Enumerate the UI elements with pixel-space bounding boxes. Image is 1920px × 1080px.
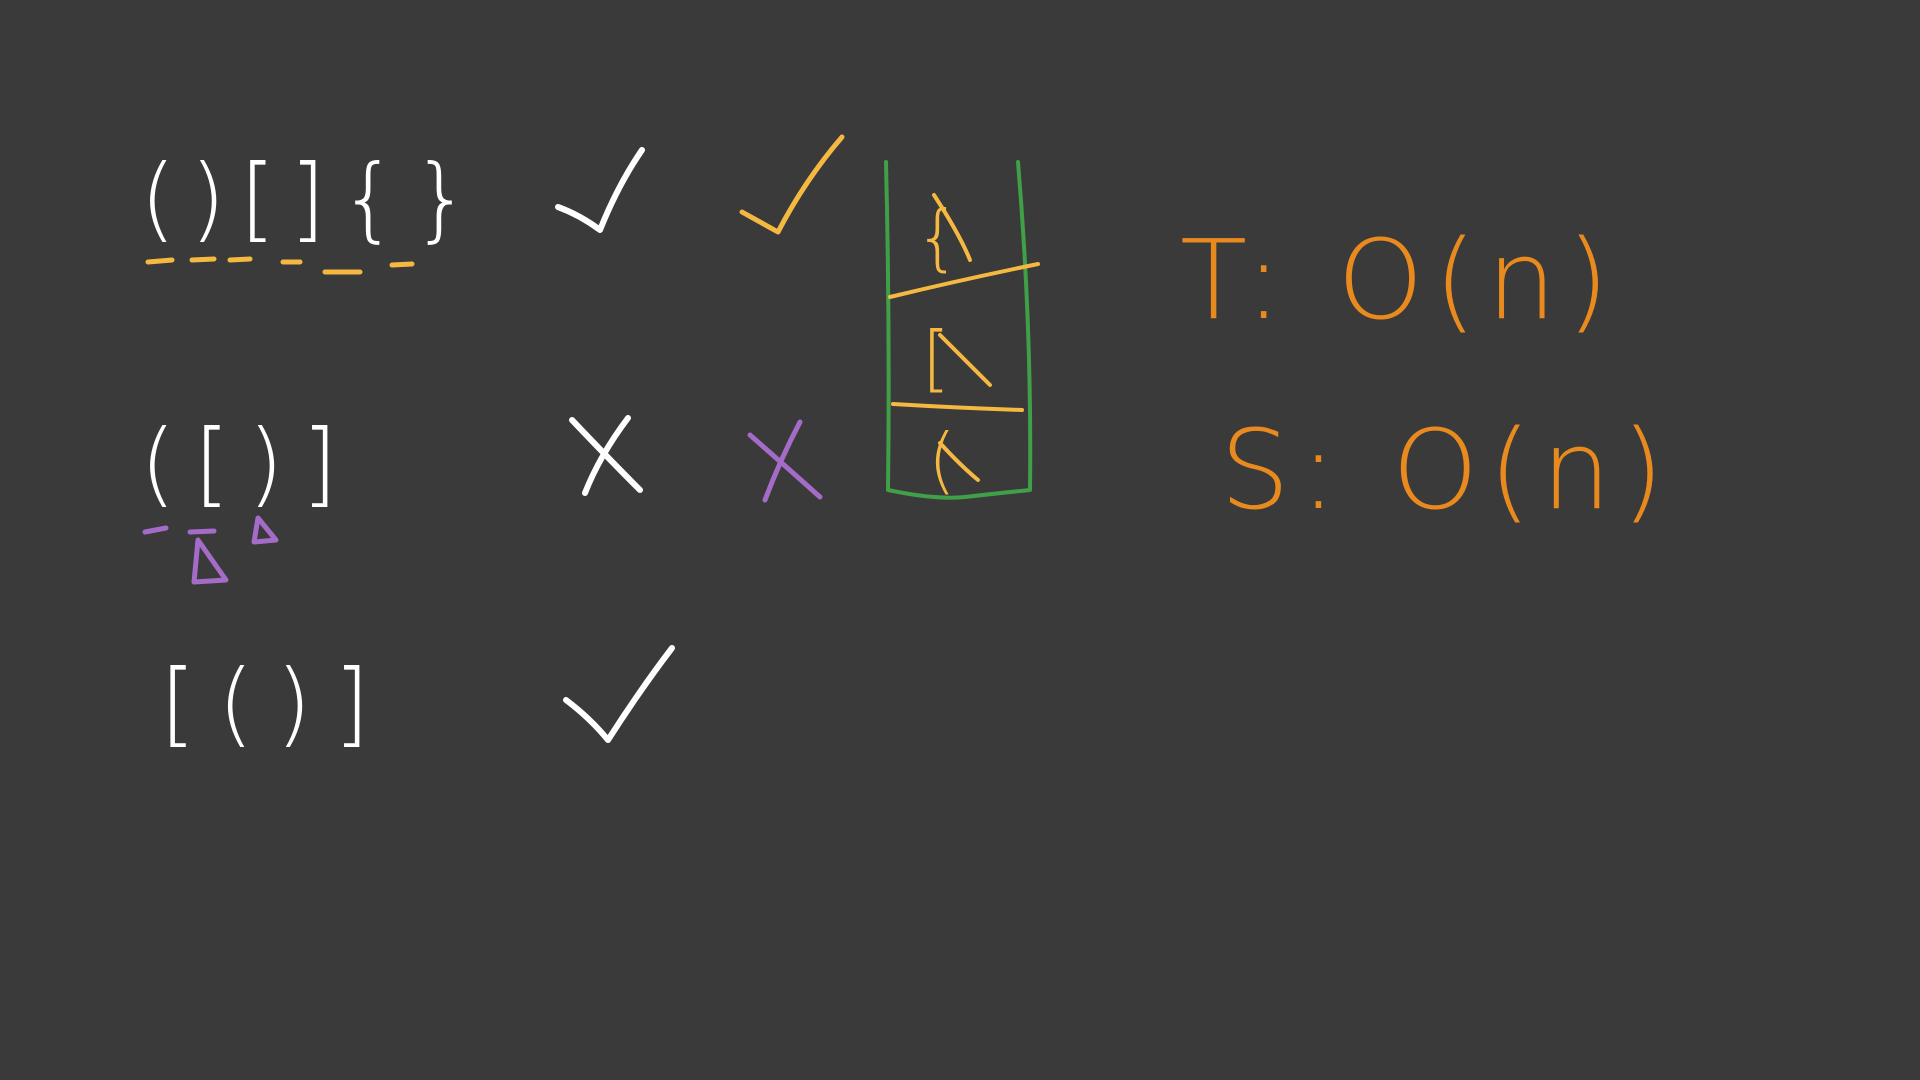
stack-container: { [ (: [884, 160, 1040, 502]
expression-row-1: ()[]{}: [140, 145, 485, 252]
cross-icon: [747, 419, 823, 503]
check-icon: [563, 645, 675, 743]
stack-cell-top: {: [915, 195, 961, 279]
cross-icon: [569, 415, 643, 496]
space-complexity: S: O(n): [1220, 406, 1674, 534]
time-complexity: T: O(n): [1180, 216, 1619, 344]
stack-cell-bottom: (: [928, 418, 956, 502]
expression-row-2: ([)]: [140, 410, 356, 517]
check-icon: [555, 147, 645, 233]
stack-divider: [891, 402, 1024, 412]
underline-marks-row-1: [145, 256, 415, 275]
expression-row-3: [()]: [160, 650, 392, 757]
triangle-marks-row-2: [142, 515, 279, 585]
check-icon: [739, 134, 845, 235]
stack-cell-middle: [: [922, 316, 950, 400]
stack-strike-marks: [932, 193, 992, 482]
stack-divider: [888, 262, 1040, 299]
